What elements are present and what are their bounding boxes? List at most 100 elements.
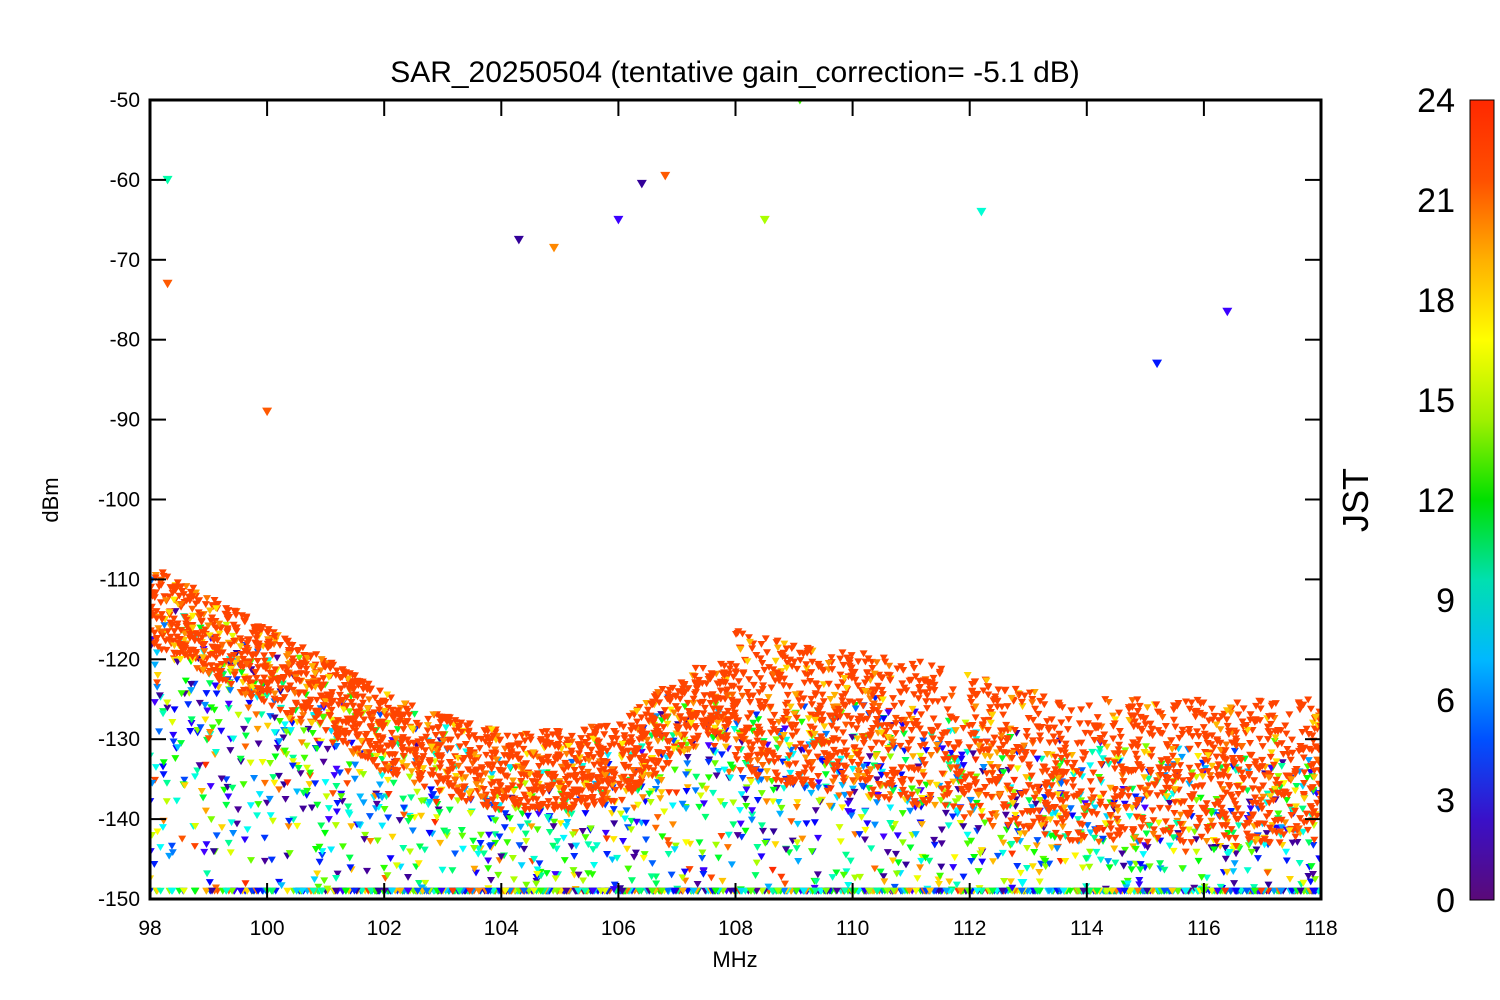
data-point	[437, 752, 446, 760]
data-point	[1143, 844, 1152, 851]
data-point	[772, 784, 781, 792]
data-point	[956, 805, 965, 812]
data-point	[773, 644, 782, 652]
data-point	[874, 794, 883, 802]
data-point	[414, 860, 423, 868]
data-point	[180, 613, 189, 621]
data-point	[885, 662, 894, 670]
data-point	[820, 750, 829, 757]
data-point	[1171, 773, 1180, 781]
data-point	[1087, 808, 1096, 816]
data-point	[980, 819, 989, 827]
data-point	[853, 682, 862, 690]
data-point	[1149, 830, 1158, 838]
data-point	[978, 722, 987, 730]
data-point	[707, 670, 716, 678]
data-point	[905, 887, 914, 895]
data-point	[195, 699, 204, 707]
data-point	[1098, 835, 1107, 843]
data-point	[726, 660, 735, 668]
data-point	[361, 753, 370, 761]
data-point	[396, 887, 405, 895]
data-point	[979, 746, 988, 754]
data-point	[838, 697, 847, 705]
data-point	[496, 760, 505, 768]
data-point	[173, 744, 182, 752]
data-point	[678, 874, 687, 882]
data-point	[302, 665, 311, 673]
data-point	[624, 865, 633, 873]
data-point	[592, 842, 601, 850]
data-point	[925, 681, 934, 689]
data-point	[342, 694, 351, 702]
data-point	[549, 802, 558, 810]
data-point	[886, 753, 895, 761]
data-point	[1078, 864, 1087, 872]
data-point	[312, 745, 321, 753]
data-point	[331, 887, 340, 895]
data-point	[948, 686, 957, 694]
data-point	[500, 752, 509, 759]
data-point	[611, 730, 620, 738]
data-point	[1017, 698, 1026, 706]
data-point	[455, 887, 464, 895]
data-point	[226, 666, 235, 673]
data-point	[1088, 748, 1097, 756]
data-point	[658, 765, 667, 773]
data-point	[1213, 887, 1222, 895]
data-point	[404, 874, 413, 881]
data-point	[930, 687, 939, 694]
data-point	[1309, 841, 1318, 849]
data-point	[741, 795, 750, 803]
data-point	[1218, 794, 1227, 802]
data-point	[1168, 745, 1177, 753]
data-point	[761, 699, 770, 706]
data-point	[778, 758, 787, 766]
data-point	[1185, 705, 1194, 713]
data-point	[904, 746, 913, 754]
data-point	[835, 824, 844, 831]
data-point	[1065, 837, 1074, 844]
data-point	[639, 854, 648, 862]
data-point	[638, 773, 647, 780]
data-point	[698, 680, 707, 687]
data-point	[550, 818, 559, 826]
data-point	[759, 682, 768, 690]
data-point	[627, 877, 636, 885]
data-point	[609, 886, 618, 893]
data-point	[1237, 811, 1246, 819]
data-point	[373, 837, 382, 845]
data-point	[820, 723, 829, 731]
data-point	[782, 711, 791, 719]
data-point	[785, 752, 794, 760]
data-point	[1050, 724, 1059, 732]
data-point	[1199, 724, 1208, 731]
data-point	[466, 795, 475, 803]
data-point	[271, 637, 280, 645]
data-point	[403, 887, 412, 895]
data-point	[1200, 712, 1209, 719]
data-point	[1200, 730, 1209, 738]
data-point	[1135, 702, 1144, 710]
data-point	[516, 755, 525, 763]
data-point	[729, 799, 738, 807]
data-point	[520, 802, 529, 810]
data-point	[1058, 823, 1067, 831]
data-point	[792, 728, 801, 736]
data-point	[447, 793, 456, 801]
data-point	[944, 741, 953, 748]
data-point	[851, 874, 860, 882]
data-point	[714, 705, 723, 713]
data-point	[1041, 802, 1050, 809]
data-point	[812, 878, 821, 886]
data-point	[971, 714, 980, 722]
data-point	[451, 717, 460, 724]
data-point	[558, 797, 567, 805]
data-point	[363, 705, 372, 713]
data-point	[1099, 755, 1108, 763]
data-point	[513, 751, 522, 759]
data-point	[798, 835, 807, 843]
data-point	[855, 831, 864, 838]
data-point	[645, 790, 654, 798]
data-point	[320, 829, 329, 837]
